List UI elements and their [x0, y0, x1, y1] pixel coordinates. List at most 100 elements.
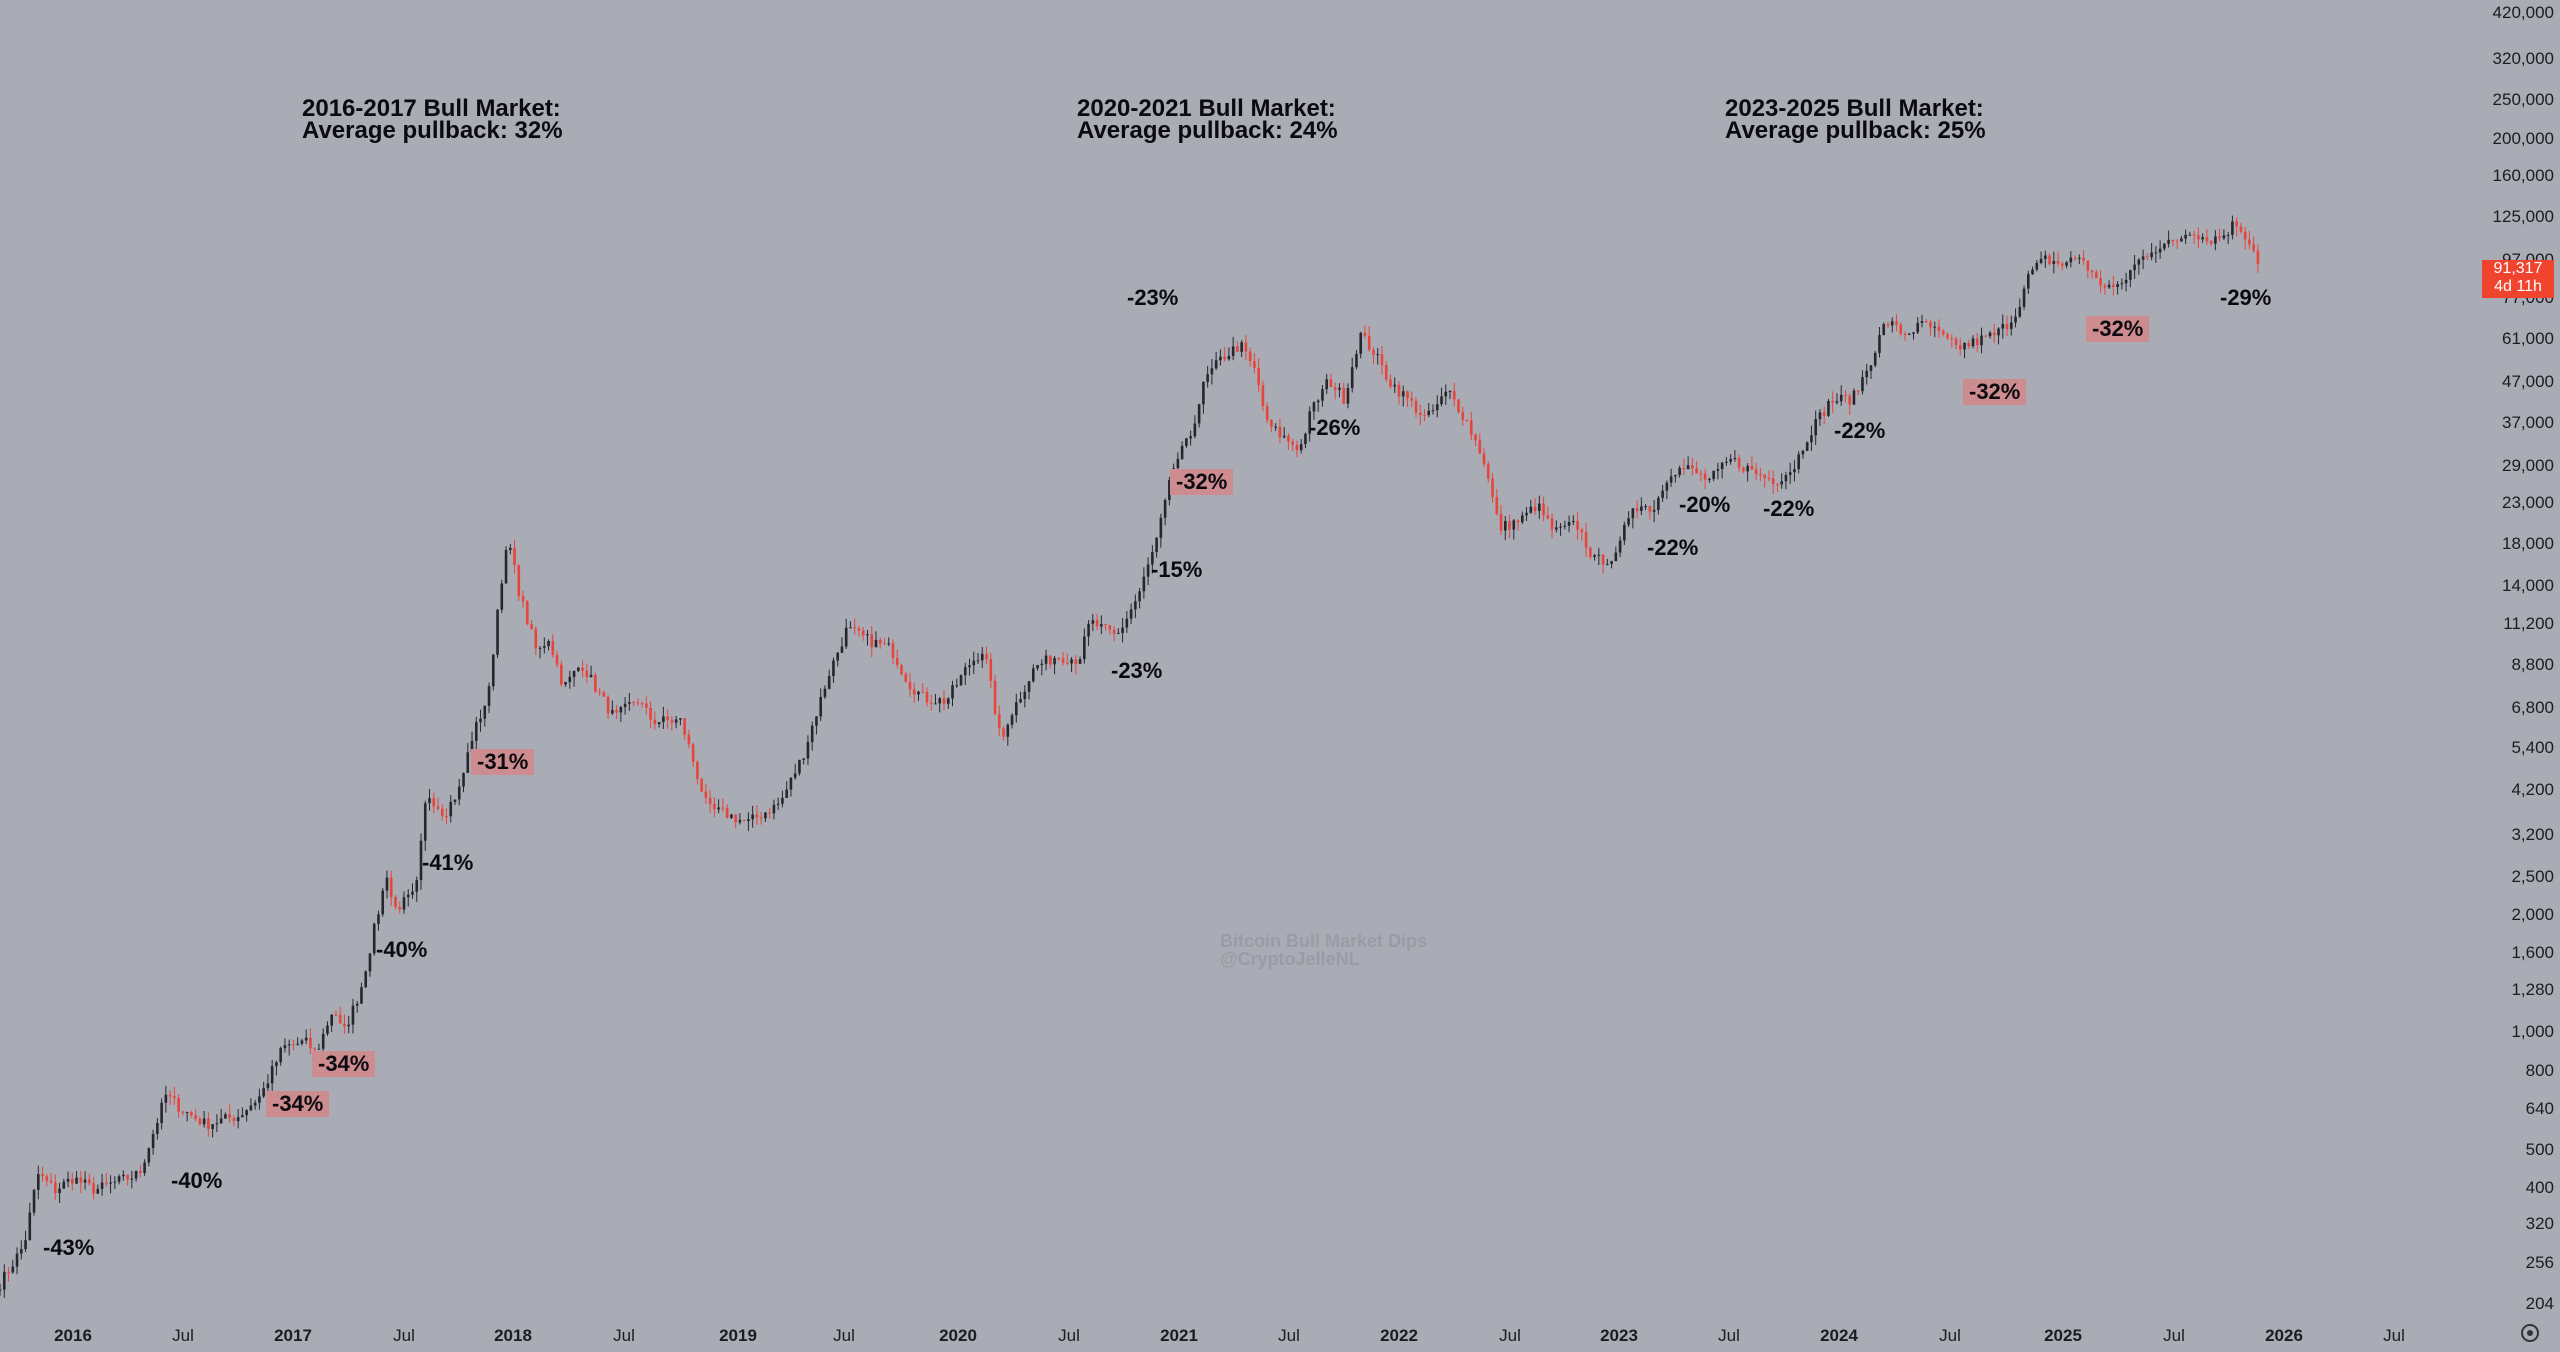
- candle-body: [126, 1174, 129, 1180]
- candle-body: [1350, 367, 1354, 389]
- candle-body: [1376, 354, 1380, 356]
- candle-body: [1563, 525, 1567, 527]
- candle-body: [394, 897, 397, 908]
- candle-body: [194, 1115, 197, 1119]
- candle-body: [504, 550, 508, 584]
- candle-body: [28, 1212, 32, 1241]
- candle-body: [1014, 702, 1018, 716]
- candle-body: [130, 1178, 134, 1180]
- candle-body: [1410, 398, 1414, 401]
- candle-body: [1971, 338, 1975, 347]
- candle-body: [1958, 345, 1962, 350]
- candle-body: [606, 696, 610, 714]
- candle-body: [1699, 473, 1703, 475]
- candle-body: [840, 646, 844, 653]
- candle-body: [551, 641, 555, 655]
- candle-body: [942, 698, 946, 704]
- candle-body: [1321, 389, 1324, 401]
- watermark-title: Bitcoin Bull Market Dips: [1220, 931, 1428, 951]
- candle-body: [849, 627, 852, 629]
- candle-body: [11, 1266, 15, 1273]
- candle-body: [1418, 412, 1422, 416]
- candle-body: [1206, 374, 1209, 382]
- candle-body: [1189, 436, 1192, 439]
- candle-body: [1448, 390, 1452, 392]
- candle-body: [1550, 518, 1554, 530]
- candle-body: [1299, 444, 1303, 451]
- y-tick-label: 420,000: [2492, 3, 2554, 22]
- candle-body: [1567, 521, 1571, 526]
- candle-body: [1338, 387, 1341, 390]
- candle-body: [534, 629, 538, 649]
- x-tick-label: Jul: [1278, 1326, 1300, 1345]
- candle-body: [1180, 445, 1184, 459]
- candle-body: [24, 1240, 27, 1250]
- candle-body: [657, 722, 661, 725]
- candle-body: [929, 702, 933, 704]
- candle-body: [1397, 384, 1401, 397]
- annotation-2023-2025: 2023-2025 Bull Market: Average pullback:…: [1725, 97, 1986, 143]
- candle-body: [917, 691, 920, 695]
- candle-body: [1895, 321, 1898, 325]
- candle-body: [1801, 450, 1805, 455]
- candle-body: [1542, 503, 1545, 516]
- candle-body: [1057, 658, 1061, 660]
- candle-body: [1095, 620, 1099, 627]
- candle-body: [662, 716, 665, 723]
- candle-body: [925, 691, 929, 703]
- y-tick-label: 204: [2525, 1294, 2554, 1313]
- candle-body: [615, 710, 618, 713]
- candle-body: [513, 547, 516, 566]
- candle-body: [177, 1098, 180, 1112]
- candle-body: [1839, 394, 1843, 402]
- candle-body: [2001, 323, 2005, 329]
- candle-body: [2124, 279, 2128, 284]
- candle-body: [1435, 404, 1439, 411]
- candle-body: [823, 688, 827, 697]
- candle-body: [1427, 410, 1431, 416]
- candle-body: [1355, 353, 1358, 368]
- candle-body: [266, 1083, 270, 1089]
- dip-label: -34%: [266, 1091, 330, 1117]
- candle-body: [1720, 462, 1724, 470]
- candle-body: [1474, 434, 1477, 441]
- candle-body: [2039, 258, 2043, 263]
- candle-body: [487, 686, 491, 706]
- candle-body: [270, 1066, 274, 1084]
- candle-body: [1831, 400, 1835, 403]
- candle-body: [1878, 335, 1881, 353]
- candle-body: [1100, 624, 1103, 627]
- candle-body: [423, 803, 427, 841]
- candle-body: [1295, 444, 1299, 451]
- candle-body: [1452, 390, 1456, 400]
- candle-body: [904, 673, 908, 682]
- candle-body: [445, 815, 448, 817]
- candle-body: [1495, 497, 1499, 514]
- candle-body: [717, 807, 720, 810]
- candle-body: [15, 1253, 19, 1267]
- y-tick-label: 2,000: [2511, 905, 2554, 924]
- candle-body: [1708, 479, 1711, 481]
- candle-body: [721, 807, 725, 809]
- candle-body: [45, 1176, 49, 1181]
- candle-body: [1342, 387, 1346, 404]
- candle-body: [755, 814, 759, 818]
- candle-body: [117, 1176, 121, 1182]
- candle-body: [202, 1118, 206, 1125]
- candle-body: [1066, 662, 1069, 664]
- candle-body: [861, 630, 865, 636]
- candle-body: [1869, 365, 1873, 371]
- candle-body: [1465, 419, 1469, 421]
- gear-icon[interactable]: [2521, 1324, 2539, 1342]
- candle-body: [411, 891, 414, 895]
- candle-body: [2120, 283, 2124, 285]
- candle-body: [1486, 464, 1490, 479]
- candle-body: [1916, 322, 1920, 333]
- y-tick-label: 640: [2525, 1099, 2554, 1118]
- candle-body: [1546, 515, 1550, 519]
- candle-body: [1814, 419, 1817, 436]
- candle-body: [2086, 260, 2090, 271]
- dip-label: -26%: [1309, 415, 1361, 440]
- candle-body: [334, 1014, 338, 1016]
